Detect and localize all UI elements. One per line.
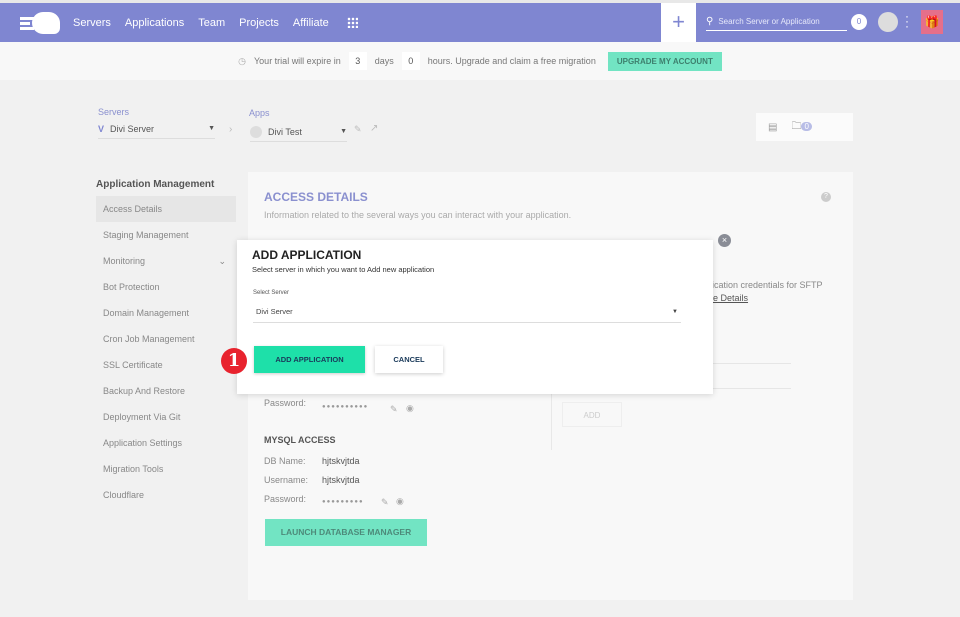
mysql-title: MYSQL ACCESS	[264, 435, 336, 445]
sidebar-item-cron[interactable]: Cron Job Management	[103, 334, 195, 344]
add-button[interactable]: +	[661, 3, 696, 42]
list-icon[interactable]: ▤	[768, 121, 778, 133]
sidebar-item-ssl[interactable]: SSL Certificate	[103, 360, 163, 370]
close-icon[interactable]: ×	[718, 234, 731, 247]
avatar[interactable]	[878, 12, 898, 32]
password-label: Password:	[264, 398, 307, 408]
add-application-modal: ADD APPLICATION Select server in which y…	[237, 240, 713, 394]
add-application-button[interactable]: ADD APPLICATION	[254, 346, 365, 373]
step-marker: 1	[221, 348, 247, 374]
db-name-label: DB Name:	[264, 456, 306, 466]
trial-days: 3	[348, 52, 367, 70]
mysql-password-label: Password:	[264, 494, 307, 504]
sidebar-item-backup[interactable]: Backup And Restore	[103, 386, 186, 396]
sidebar-item-migration[interactable]: Migration Tools	[103, 464, 164, 474]
nav-team[interactable]: Team	[198, 16, 226, 29]
browser-strip	[0, 0, 960, 3]
app-select[interactable]: Divi Test ▼	[250, 122, 347, 142]
panel-title: ACCESS DETAILS	[264, 190, 368, 204]
select-server-dropdown[interactable]: Divi Server ▼	[253, 301, 681, 323]
more-details-link[interactable]: ore Details	[705, 293, 749, 303]
nav-affiliate[interactable]: Affiliate	[292, 16, 329, 29]
apps-grid-icon[interactable]	[346, 17, 358, 28]
sidebar-item-git[interactable]: Deployment Via Git	[103, 412, 181, 422]
select-server-label: Select Server	[253, 290, 290, 296]
nav-projects[interactable]: Projects	[239, 16, 279, 29]
chevron-down-icon: ⌄	[218, 256, 226, 266]
chevron-right-icon: ›	[229, 124, 233, 135]
external-link-icon[interactable]: ↗	[370, 123, 379, 134]
search-input[interactable]: ⚲ Search Server or Application	[706, 12, 847, 31]
mysql-password-value: ●●●●●●●●●	[322, 499, 364, 505]
gift-icon[interactable]: 🎁	[921, 10, 943, 34]
username-label: Username:	[264, 475, 309, 485]
sidebar-title: Application Management	[96, 179, 215, 190]
server-select[interactable]: V Divi Server ▼	[98, 119, 215, 139]
modal-subtitle: Select server in which you want to Add n…	[252, 265, 435, 274]
sidebar-item-domain[interactable]: Domain Management	[103, 308, 190, 318]
db-name-value: hjtskvjtda	[322, 456, 360, 466]
eye-icon[interactable]: ◉	[396, 496, 404, 506]
folder-icon[interactable]: 🗀 0	[791, 119, 812, 136]
nav-applications[interactable]: Applications	[124, 16, 185, 29]
servers-label: Servers	[98, 107, 130, 117]
sidebar-item-cloudflare[interactable]: Cloudflare	[103, 490, 145, 500]
sidebar: Application Management Access Details St…	[96, 179, 236, 508]
nav-servers[interactable]: Servers	[73, 16, 111, 29]
password-value: ●●●●●●●●●●	[322, 404, 369, 410]
edit-icon[interactable]: ✎	[354, 124, 362, 134]
launch-database-manager-button[interactable]: LAUNCH DATABASE MANAGER	[265, 519, 427, 546]
more-menu-icon[interactable]: · · ·	[905, 9, 909, 33]
panel-description: Information related to the several ways …	[264, 210, 572, 220]
cancel-button[interactable]: CANCEL	[375, 346, 443, 373]
upgrade-button[interactable]: UPGRADE MY ACCOUNT	[607, 51, 722, 71]
top-nav: Servers Applications Team Projects Affil…	[0, 3, 960, 42]
notification-badge[interactable]: 0	[851, 14, 867, 30]
username-value: hjtskvjtda	[322, 475, 360, 485]
sidebar-item-monitoring[interactable]: Monitoring ⌄	[96, 248, 236, 274]
trial-hours: 0	[401, 52, 420, 70]
modal-title: ADD APPLICATION	[252, 248, 362, 262]
sidebar-item-access-details[interactable]: Access Details	[96, 196, 236, 222]
eye-icon[interactable]: ◉	[406, 403, 414, 413]
sftp-text: plication credentials for SFTP	[705, 280, 823, 290]
edit-icon[interactable]: ✎	[390, 404, 398, 414]
divider	[551, 350, 552, 450]
trial-banner: ◷ Your trial will expire in 3 days 0 hou…	[0, 42, 960, 80]
search-icon: ⚲	[706, 15, 714, 27]
sidebar-item-bot-protection[interactable]: Bot Protection	[103, 282, 160, 292]
sidebar-item-settings[interactable]: Application Settings	[103, 438, 183, 448]
add-button[interactable]: ADD	[562, 402, 622, 427]
caret-down-icon: ▼	[672, 308, 678, 315]
cloudways-logo[interactable]	[20, 11, 60, 34]
toolbar: ▤ 🗀 0	[756, 113, 853, 141]
apps-label: Apps	[249, 108, 270, 118]
clock-icon: ◷	[238, 55, 246, 66]
help-icon[interactable]: ?	[821, 192, 831, 202]
sidebar-item-staging[interactable]: Staging Management	[103, 230, 189, 240]
edit-icon[interactable]: ✎	[381, 497, 389, 507]
